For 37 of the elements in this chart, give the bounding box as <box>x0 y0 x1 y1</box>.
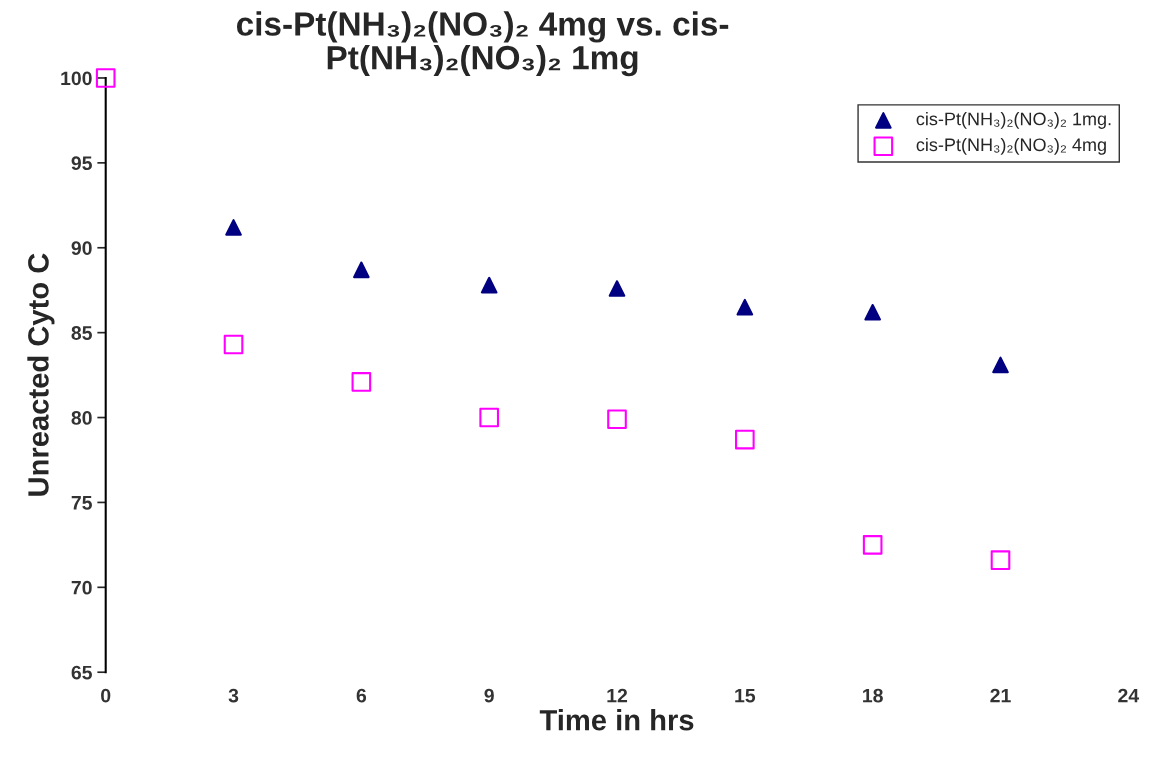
point <box>736 298 754 316</box>
point <box>479 407 500 428</box>
point <box>990 550 1011 570</box>
point <box>351 372 372 392</box>
y-tick-label: 75 <box>71 496 92 510</box>
y-tick-label: 90 <box>71 241 92 255</box>
point <box>607 409 627 430</box>
x-tick-label: 18 <box>863 688 883 703</box>
y-axis-title: Unreacted Cyto C <box>27 253 55 496</box>
y-tick-label: 95 <box>71 156 92 171</box>
x-tick-label: 0 <box>101 688 111 703</box>
y-tick-label: 70 <box>71 580 92 595</box>
point <box>353 261 370 279</box>
point <box>608 280 626 297</box>
chart-title: cis-Pt(NH₃)₂(NO₃)₂ 4mg vs. cis- Pt(NH₃)₂(NO₃)₂ 1mg <box>236 11 729 77</box>
point <box>225 219 242 236</box>
x-tick-label: 24 <box>1118 688 1140 703</box>
point <box>95 68 116 88</box>
point <box>223 334 244 355</box>
y-tick-label: 85 <box>71 326 92 340</box>
point <box>735 429 755 450</box>
point <box>864 303 881 321</box>
point <box>480 276 498 294</box>
legend-label: cis-Pt(NH₃)₂(NO₃)₂ 1mg. <box>916 112 1111 129</box>
point <box>862 535 883 555</box>
y-tick-label: 80 <box>71 411 92 425</box>
x-tick-label: 21 <box>990 688 1011 703</box>
x-tick-label: 12 <box>607 688 628 703</box>
x-axis-title: Time in hrs <box>539 709 694 731</box>
x-tick-label: 6 <box>356 688 367 703</box>
y-tick-label: 100 <box>61 71 92 86</box>
x-tick-label: 9 <box>484 688 494 703</box>
x-tick-label: 15 <box>735 688 756 703</box>
point <box>992 356 1009 374</box>
y-tick-label: 65 <box>71 665 92 680</box>
x-tick-label: 3 <box>228 688 239 703</box>
legend-label: cis-Pt(NH₃)₂(NO₃)₂ 4mg <box>916 137 1106 155</box>
